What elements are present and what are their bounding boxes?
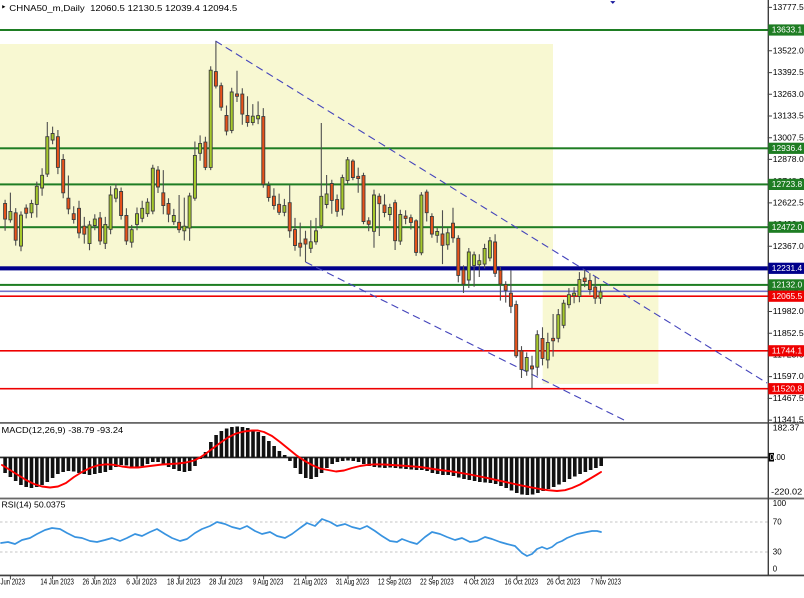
svg-text:18 Jul 2023: 18 Jul 2023 — [167, 577, 201, 586]
svg-text:4 Oct 2023: 4 Oct 2023 — [464, 577, 495, 586]
svg-text:12367.0: 12367.0 — [773, 242, 804, 251]
svg-text:0: 0 — [773, 565, 778, 574]
svg-text:28 Jul 2023: 28 Jul 2023 — [209, 577, 243, 586]
svg-text:12878.0: 12878.0 — [773, 155, 804, 164]
svg-text:21 Aug 2023: 21 Aug 2023 — [294, 577, 328, 586]
svg-text:RSI(14) 50.0375: RSI(14) 50.0375 — [2, 499, 66, 509]
svg-text:12065.5: 12065.5 — [772, 292, 803, 301]
svg-text:6 Jul 2023: 6 Jul 2023 — [126, 577, 157, 586]
svg-text:12231.4: 12231.4 — [772, 264, 803, 273]
svg-text:11341.5: 11341.5 — [773, 416, 804, 425]
svg-text:0: 0 — [770, 453, 775, 462]
svg-text:13777.5: 13777.5 — [773, 3, 804, 12]
svg-text:100: 100 — [773, 499, 787, 508]
svg-text:11744.1: 11744.1 — [772, 347, 802, 356]
svg-text:11467.5: 11467.5 — [773, 394, 804, 403]
svg-text:31 Aug 2023: 31 Aug 2023 — [336, 577, 370, 586]
svg-text:14 Jun 2023: 14 Jun 2023 — [40, 577, 74, 586]
svg-text:13522.0: 13522.0 — [773, 46, 804, 55]
svg-text:11982.0: 11982.0 — [773, 307, 804, 316]
svg-text:MACD(12,26,9) -38.79 -93.24: MACD(12,26,9) -38.79 -93.24 — [2, 425, 124, 435]
svg-text:-220.02: -220.02 — [771, 488, 802, 497]
svg-text:13263.0: 13263.0 — [773, 90, 804, 99]
svg-text:13633.1: 13633.1 — [772, 26, 802, 35]
svg-text:22 Sep 2023: 22 Sep 2023 — [420, 577, 454, 586]
svg-text:182.37: 182.37 — [773, 424, 800, 433]
svg-text:70: 70 — [773, 518, 783, 527]
svg-text:9 Aug 2023: 9 Aug 2023 — [253, 577, 284, 586]
svg-text:.00: .00 — [774, 453, 786, 462]
svg-text:12 Sep 2023: 12 Sep 2023 — [378, 577, 412, 586]
svg-text:11520.8: 11520.8 — [772, 384, 802, 393]
svg-text:13007.5: 13007.5 — [773, 133, 804, 142]
svg-text:13392.5: 13392.5 — [773, 68, 804, 77]
svg-text:Jun 2023: Jun 2023 — [1, 577, 25, 586]
svg-text:30: 30 — [773, 548, 783, 557]
svg-text:26 Oct 2023: 26 Oct 2023 — [547, 577, 581, 586]
svg-text:7 Nov 2023: 7 Nov 2023 — [590, 577, 621, 586]
svg-text:12936.4: 12936.4 — [772, 144, 803, 153]
svg-text:13133.5: 13133.5 — [773, 112, 804, 121]
svg-text:16 Oct 2023: 16 Oct 2023 — [505, 577, 539, 586]
svg-text:CHNA50_m,Daily 12060.5 12130.: CHNA50_m,Daily 12060.5 12130.5 12039.4 1… — [9, 3, 237, 13]
svg-text:12723.8: 12723.8 — [772, 180, 802, 189]
svg-text:12622.5: 12622.5 — [773, 199, 804, 208]
svg-text:12132.0: 12132.0 — [772, 281, 803, 290]
svg-text:12472.0: 12472.0 — [772, 223, 803, 232]
svg-text:11852.5: 11852.5 — [773, 329, 804, 338]
svg-text:11597.0: 11597.0 — [773, 372, 804, 381]
svg-text:26 Jun 2023: 26 Jun 2023 — [83, 577, 117, 586]
